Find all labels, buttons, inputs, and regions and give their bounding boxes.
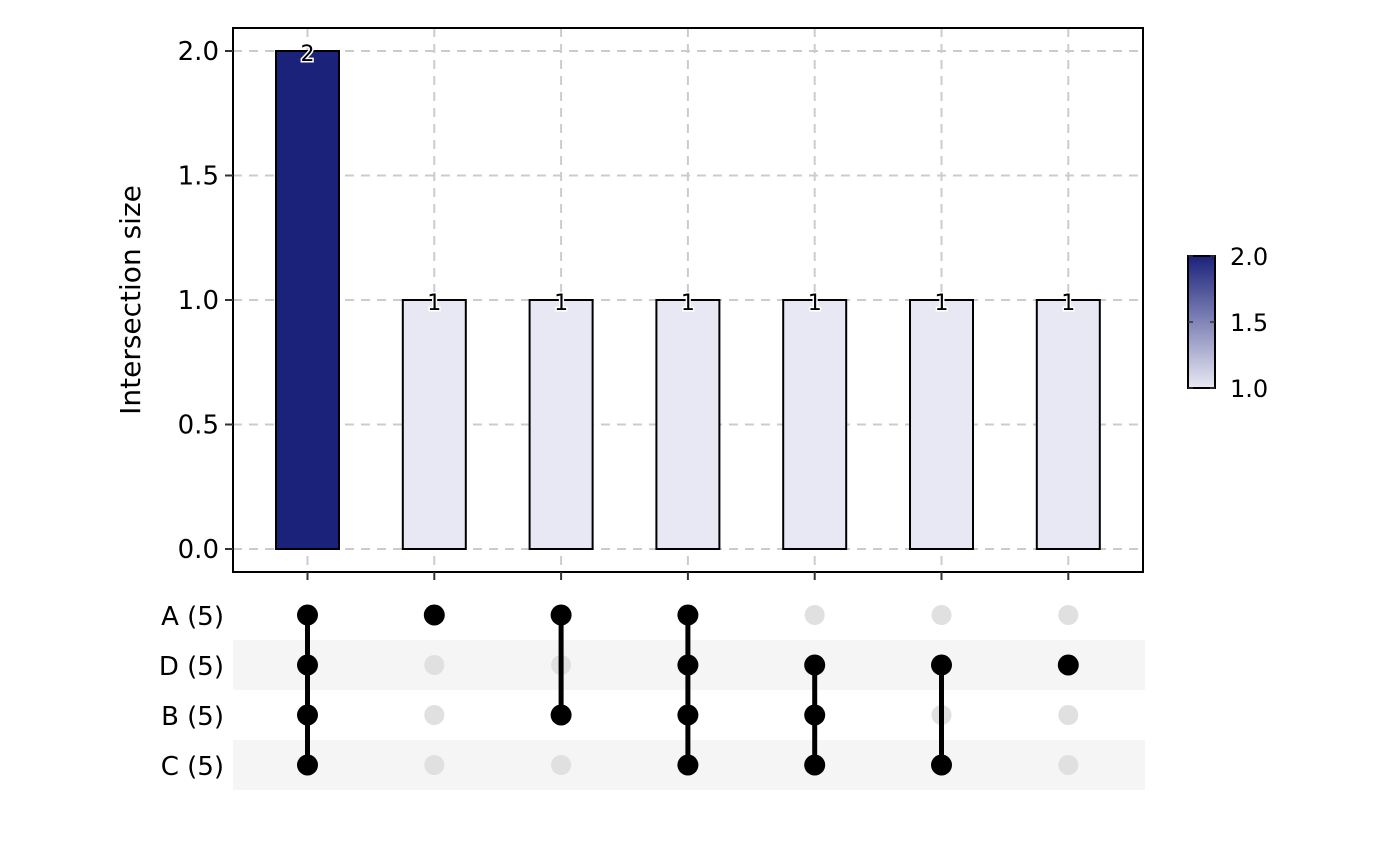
bar-value-labels: 2 1 1 1 1 1 1 (299, 41, 1077, 318)
y-tick-label: 0.0 (178, 535, 219, 565)
legend-tick-label: 2.0 (1230, 243, 1268, 271)
matrix-dot-inactive (551, 755, 572, 775)
bar-value-label: 1 (427, 291, 441, 316)
set-label: A (5) (161, 602, 224, 632)
matrix-dot-active (677, 754, 699, 776)
y-tick-label: 2.0 (178, 37, 219, 67)
matrix-dot-inactive (1058, 705, 1079, 725)
set-label: C (5) (161, 752, 224, 782)
bar (401, 299, 467, 550)
matrix-dot-inactive (1058, 755, 1079, 775)
matrix-dot-inactive (424, 705, 445, 725)
matrix-dot-active (423, 604, 445, 626)
bar (782, 299, 848, 550)
bar (909, 299, 974, 550)
bar-value-label: 2 (301, 42, 315, 67)
y-tick-label: 0.5 (178, 411, 219, 441)
matrix-dot-active (550, 704, 572, 726)
matrix-dot-active (804, 654, 826, 676)
matrix-dot-active (297, 654, 318, 676)
y-axis: 0.0 0.5 1.0 1.5 2.0 (178, 37, 233, 565)
set-label: B (5) (161, 702, 224, 732)
bar (528, 299, 594, 550)
set-label: D (5) (159, 652, 224, 682)
bars (275, 50, 1101, 550)
matrix-dot-inactive (931, 605, 952, 625)
matrix-dot-active (931, 654, 952, 676)
bar (275, 50, 340, 550)
matrix-dot-inactive (424, 755, 445, 775)
matrix-dot-active (297, 754, 318, 776)
matrix-dot-inactive (1058, 605, 1079, 625)
color-legend-ticks: 2.0 1.5 1.0 (1188, 243, 1268, 403)
intersection-matrix (297, 604, 1079, 776)
bar (1035, 299, 1101, 550)
matrix-dot-inactive (804, 605, 825, 625)
matrix-dot-active (804, 704, 826, 726)
legend-tick-label: 1.0 (1230, 375, 1268, 403)
bar-value-label: 1 (935, 291, 949, 316)
x-axis-ticks (306, 572, 1070, 580)
bar-value-label: 1 (681, 291, 695, 316)
matrix-dot-inactive (424, 655, 445, 675)
matrix-dot-active (297, 704, 318, 726)
y-tick-label: 1.5 (178, 162, 219, 192)
y-tick-label: 1.0 (178, 286, 219, 316)
bar-value-label: 1 (808, 291, 822, 316)
color-legend: 2.0 1.5 1.0 (1187, 243, 1268, 403)
matrix-dot-active (550, 604, 572, 626)
matrix-dot-active (677, 654, 699, 676)
y-axis-title: Intersection size (114, 185, 147, 415)
set-labels: A (5) D (5) B (5) C (5) (159, 602, 224, 782)
matrix-dot-active (1057, 654, 1079, 676)
matrix-dot-active (677, 704, 699, 726)
bar-value-label: 1 (1061, 291, 1075, 316)
matrix-dot-active (677, 604, 699, 626)
matrix-dot-active (804, 754, 826, 776)
bar (655, 299, 721, 550)
bar-value-label: 1 (554, 291, 568, 316)
matrix-dot-active (931, 754, 952, 776)
legend-tick-label: 1.5 (1230, 309, 1268, 337)
matrix-dot-active (297, 604, 318, 626)
